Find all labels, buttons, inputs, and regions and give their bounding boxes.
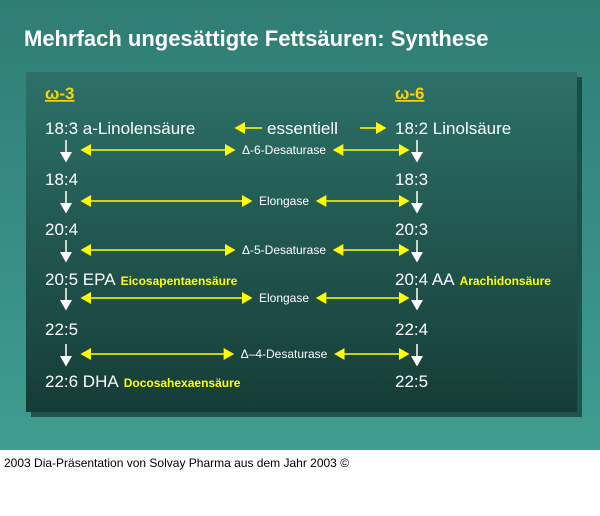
fatty-acid-name: 20:4 [45,220,78,239]
fatty-acid-name: 22:5 [45,320,78,339]
fatty-acid-note: Arachidonsäure [460,274,552,288]
fatty-acid-name: 18:3 [395,170,428,189]
fatty-acid-note: Docosahexaensäure [124,376,241,390]
fatty-acid-name: 18:2 Linolsäure [395,119,511,138]
fatty-acid: 20:3 [395,220,428,239]
fatty-acid: 18:4 [45,170,78,189]
fatty-acid-name: 22:6 DHA [45,372,119,391]
fatty-acid-name: 20:4 AA [395,270,455,289]
fatty-acid-name: 20:3 [395,220,428,239]
fatty-acid: 22:6 DHA Docosahexaensäure [45,372,241,391]
fatty-acid-name: 18:3 a-Linolensäure [45,119,195,138]
enzyme: Δ–4-Desaturase [241,347,328,361]
enzyme: Elongase [259,291,309,305]
title: Mehrfach ungesättigte Fettsäuren: Synthe… [24,26,489,51]
fatty-acid-name: 20:5 EPA [45,270,116,289]
fatty-acid-name: 22:5 [395,372,428,391]
fatty-acid-name: 22:4 [395,320,428,339]
fatty-acid: 18:3 [395,170,428,189]
fatty-acid: 18:2 Linolsäure [395,119,511,138]
enzyme: Δ-6-Desaturase [242,143,326,157]
fatty-acid: 20:4 AA Arachidonsäure [395,270,551,289]
enzyme: Elongase [259,194,309,208]
fatty-acid: 22:5 [395,372,428,391]
fatty-acid: 22:5 [45,320,78,339]
fatty-acid: 20:4 [45,220,78,239]
caption: 2003 Dia-Präsentation von Solvay Pharma … [4,456,349,470]
omega3-header: ω-3 [45,84,74,103]
fatty-acid-note: Eicosapentaensäure [121,274,238,288]
fatty-acid: 22:4 [395,320,428,339]
fatty-acid: 18:3 a-Linolensäure [45,119,195,138]
essential-label: essentiell [267,119,338,138]
enzyme: Δ-5-Desaturase [242,243,326,257]
fatty-acid: 20:5 EPA Eicosapentaensäure [45,270,238,289]
omega6-header: ω-6 [395,84,424,103]
fatty-acid-name: 18:4 [45,170,78,189]
